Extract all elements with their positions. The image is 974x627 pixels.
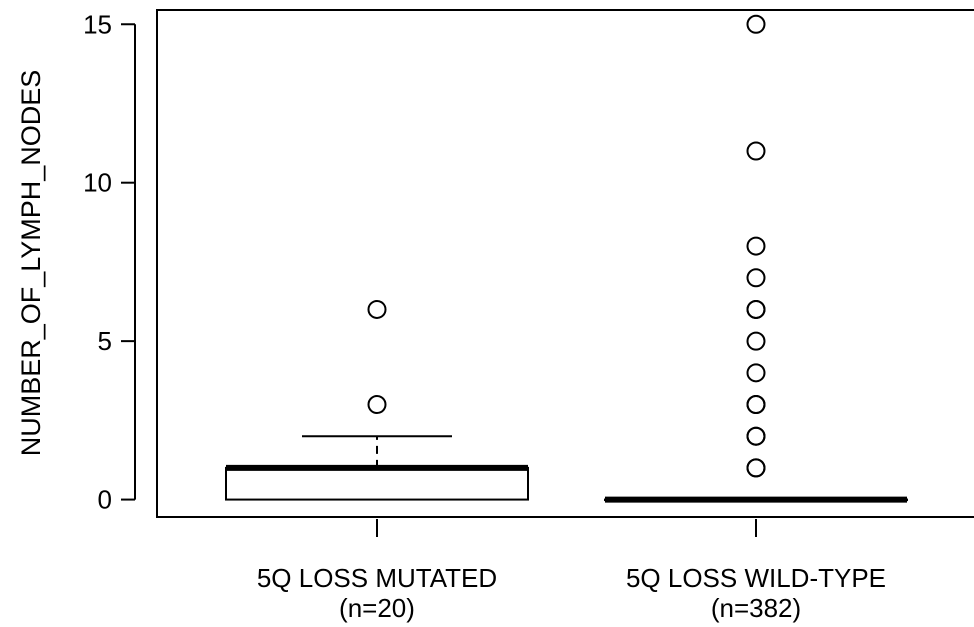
outlier-point [367,299,387,319]
outlier-point [746,363,766,383]
outlier-point [746,395,766,415]
y-axis: 0 5 10 15 [83,9,136,515]
outlier-point [746,458,766,478]
box-groups: 5Q LOSS MUTATED(n=20)5Q LOSS WILD-TYPE(n… [225,14,908,623]
outlier-point [746,426,766,446]
outlier-point [746,236,766,256]
outlier-point [746,331,766,351]
outlier-point [746,14,766,34]
outlier-point [746,141,766,161]
y-tick-label: 0 [98,485,112,515]
y-axis-label: NUMBER_OF_LYMPH_NODES [16,70,46,457]
box [225,466,529,501]
y-tick-label: 15 [83,9,112,39]
x-tick-count-label: (n=20) [339,593,415,623]
y-tick-label: 5 [98,326,112,356]
outlier-point [367,395,387,415]
outlier-point [746,268,766,288]
box-group: 5Q LOSS MUTATED(n=20) [225,299,529,623]
box-group: 5Q LOSS WILD-TYPE(n=382) [604,14,908,623]
x-tick-label: 5Q LOSS WILD-TYPE [626,563,886,593]
x-tick-count-label: (n=382) [711,593,801,623]
outlier-point [746,299,766,319]
plot-frame [156,9,974,518]
x-tick-label: 5Q LOSS MUTATED [257,563,497,593]
y-tick-label: 10 [83,168,112,198]
